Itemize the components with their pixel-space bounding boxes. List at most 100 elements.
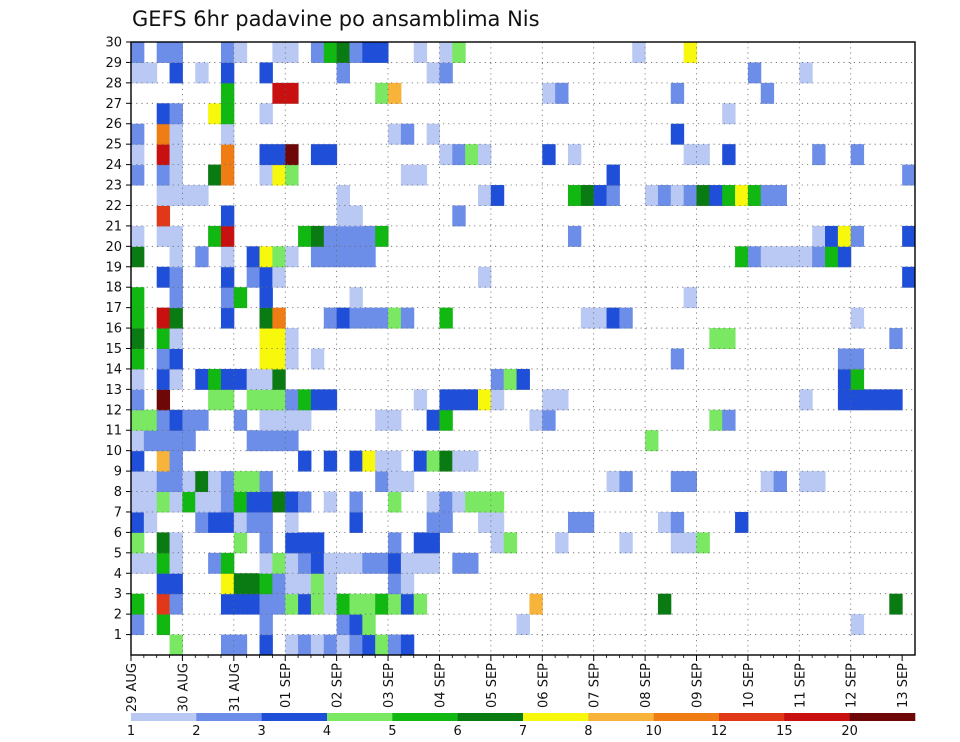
heatmap-cell [298, 573, 312, 595]
heatmap-cell [131, 123, 145, 145]
heatmap-cell [143, 511, 158, 533]
heatmap-cell [220, 225, 235, 247]
heatmap-cell [169, 287, 183, 309]
heatmap-cell [439, 307, 453, 329]
x-axis: 29 AUG 30 AUG 31 AUG 01 SEP 02 SEP 03 SEP 04 S… [125, 655, 911, 712]
heatmap-cell [722, 409, 736, 431]
colorbar-swatch [653, 713, 720, 721]
heatmap-cell [850, 225, 865, 247]
heatmap-cell [220, 511, 235, 533]
heatmap-cell [388, 82, 402, 104]
heatmap-cell [310, 573, 325, 595]
y-tick-label: 9 [114, 465, 122, 480]
heatmap-cell [413, 450, 428, 472]
heatmap-cell [285, 552, 299, 574]
heatmap-cell [388, 409, 402, 431]
heatmap-cell [580, 185, 595, 206]
heatmap-cell [220, 62, 235, 84]
heatmap-cell [156, 532, 171, 554]
heatmap-cell [182, 471, 196, 493]
heatmap-cell [259, 471, 273, 493]
heatmap-cell [272, 552, 286, 574]
heatmap-cell [670, 511, 685, 533]
heatmap-cell [195, 185, 209, 206]
heatmap-cell [259, 328, 273, 349]
heatmap-cell [156, 348, 171, 370]
heatmap-cell [349, 42, 363, 63]
heatmap-cell [478, 491, 492, 513]
heatmap-cell [426, 409, 440, 431]
x-tick-label: 10 SEP [742, 663, 757, 708]
heatmap-cell [169, 164, 183, 186]
heatmap-cell [490, 368, 505, 390]
heatmap-cell [645, 430, 659, 452]
heatmap-cell [285, 42, 299, 63]
heatmap-cell [542, 82, 556, 104]
heatmap-cell [388, 634, 402, 656]
heatmap-cell [567, 225, 582, 247]
heatmap-cell [220, 491, 235, 513]
y-tick-label: 20 [105, 240, 122, 255]
heatmap-cell [285, 491, 299, 513]
heatmap-cell [709, 185, 723, 206]
heatmap-cell [220, 103, 235, 125]
heatmap-cell [349, 225, 363, 247]
heatmap-cell [349, 450, 363, 472]
heatmap-cell [349, 246, 363, 268]
y-tick-label: 3 [114, 587, 122, 602]
heatmap-cell [388, 593, 402, 615]
heatmap-cell [503, 532, 518, 554]
heatmap-cell [452, 552, 466, 574]
y-tick-label: 4 [114, 567, 122, 582]
heatmap-cell [285, 430, 299, 452]
heatmap-cell [722, 103, 736, 125]
y-tick-label: 25 [105, 138, 122, 153]
heatmap-cell [542, 409, 556, 431]
heatmap-cell [388, 491, 402, 513]
heatmap-cell [426, 450, 440, 472]
heatmap-cell [208, 552, 222, 574]
heatmap-cell [169, 246, 183, 268]
heatmap-cell [220, 634, 235, 656]
y-axis: 1234567891011121314151617181920212223242… [105, 36, 131, 643]
colorbar-swatch [457, 713, 524, 721]
heatmap-cell [683, 144, 698, 166]
y-tick-label: 10 [105, 444, 122, 459]
heatmap-cell [131, 42, 145, 63]
heatmap-cell [220, 266, 235, 288]
heatmap-cell [580, 511, 595, 533]
heatmap-cell [683, 185, 698, 206]
heatmap-cell [683, 532, 698, 554]
heatmap-cell [529, 593, 543, 615]
x-tick-label: 08 SEP [639, 663, 654, 708]
heatmap-cell [233, 471, 248, 493]
heatmap-cell [220, 573, 235, 595]
y-tick-label: 1 [114, 628, 122, 643]
heatmap-cell [298, 532, 312, 554]
heatmap-cell [722, 144, 736, 166]
heatmap-cell [272, 328, 286, 349]
heatmap-cell [362, 634, 376, 656]
heatmap-cell [259, 614, 273, 636]
heatmap-cell [336, 62, 350, 84]
heatmap-cell [246, 511, 261, 533]
y-tick-label: 27 [105, 97, 122, 112]
heatmap-cell [645, 185, 659, 206]
heatmap-cell [246, 593, 261, 615]
heatmap-cell [259, 103, 273, 125]
heatmap-cell [169, 62, 183, 84]
heatmap-cell [298, 593, 312, 615]
heatmap-cells [131, 42, 916, 656]
heatmap-cell [156, 205, 171, 227]
y-tick-label: 7 [114, 505, 122, 520]
heatmap-cell [220, 82, 235, 104]
heatmap-cell [143, 552, 158, 574]
heatmap-cell [388, 123, 402, 145]
heatmap-cell [426, 511, 440, 533]
colorbar-swatch [327, 713, 393, 721]
heatmap-cell [850, 368, 865, 390]
heatmap-cell [799, 389, 813, 411]
heatmap-cell [298, 450, 312, 472]
heatmap-cell [169, 552, 183, 574]
heatmap-cell [169, 634, 183, 656]
